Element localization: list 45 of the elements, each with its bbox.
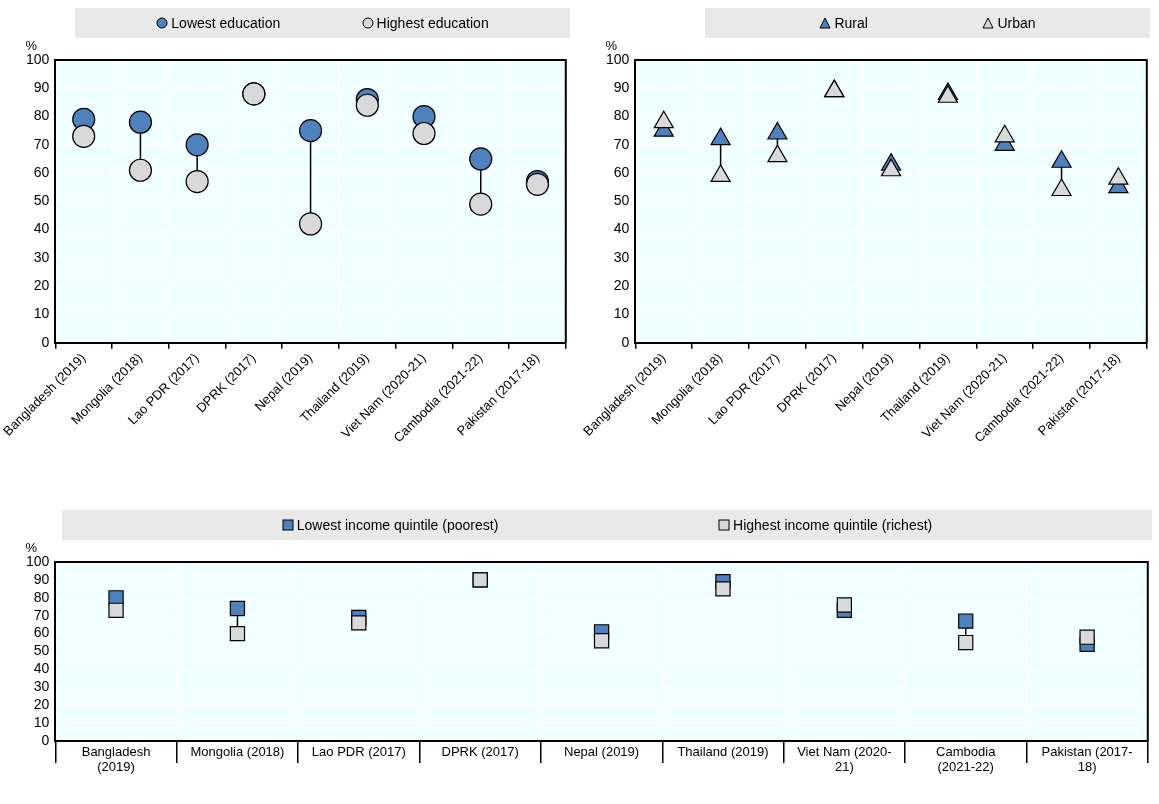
y-tick-label: 20 <box>33 696 50 713</box>
y-tick-label: 90 <box>613 79 630 96</box>
y-tick-label: 40 <box>33 220 50 237</box>
y-tick-label: 50 <box>33 192 50 209</box>
x-tick-label: Mongolia (2018) <box>190 744 285 760</box>
legend-label: Lowest income quintile (poorest) <box>296 517 499 533</box>
y-tick-label: 70 <box>613 135 630 152</box>
legend-label: Urban <box>997 15 1036 31</box>
y-tick-label: 70 <box>33 606 50 623</box>
x-tick-label: DPRK (2017) <box>441 744 519 760</box>
y-tick-label: 50 <box>33 642 50 659</box>
x-tick-label: Viet Nam (2020-21) <box>797 744 892 775</box>
y-tick-label: 60 <box>33 163 50 180</box>
y-tick-label: 20 <box>33 276 50 293</box>
y-tick-label: 10 <box>33 305 50 322</box>
y-tick-label: 50 <box>613 192 630 209</box>
y-tick-label: 10 <box>33 713 50 730</box>
y-tick-label: 80 <box>613 107 630 124</box>
x-tick-label: Lao PDR (2017) <box>311 744 406 760</box>
x-tick-label: Pakistan (2017-18) <box>1041 744 1133 775</box>
legend-label: Highest income quintile (richest) <box>733 517 933 533</box>
y-tick-label: 0 <box>621 333 630 350</box>
y-tick-label: 30 <box>613 248 630 265</box>
legend-label: Highest education <box>376 15 489 31</box>
y-tick-label: 20 <box>613 276 630 293</box>
y-tick-label: 60 <box>613 163 630 180</box>
y-tick-label: 90 <box>33 79 50 96</box>
x-tick-label: Cambodia (2021-22) <box>936 744 997 775</box>
y-tick-label: 0 <box>41 333 50 350</box>
y-tick-label: 10 <box>613 305 630 322</box>
y-tick-label: 90 <box>33 570 50 587</box>
y-tick-label: 80 <box>33 107 50 124</box>
x-tick-label: Nepal (2019) <box>564 744 640 760</box>
x-tick-label: Thailand (2019) <box>677 744 769 760</box>
legend-label: Lowest education <box>171 15 281 31</box>
y-tick-label: 40 <box>613 220 630 237</box>
y-tick-label: 60 <box>33 624 50 641</box>
y-tick-label: 0 <box>41 731 50 748</box>
legend-label: Rural <box>834 15 868 31</box>
x-tick-label: Bangladesh (2019) <box>81 744 151 775</box>
y-tick-label: 80 <box>33 588 50 605</box>
y-tick-label: 30 <box>33 678 50 695</box>
y-tick-label: 40 <box>33 660 50 677</box>
y-tick-label: 70 <box>33 135 50 152</box>
y-tick-label: 30 <box>33 248 50 265</box>
